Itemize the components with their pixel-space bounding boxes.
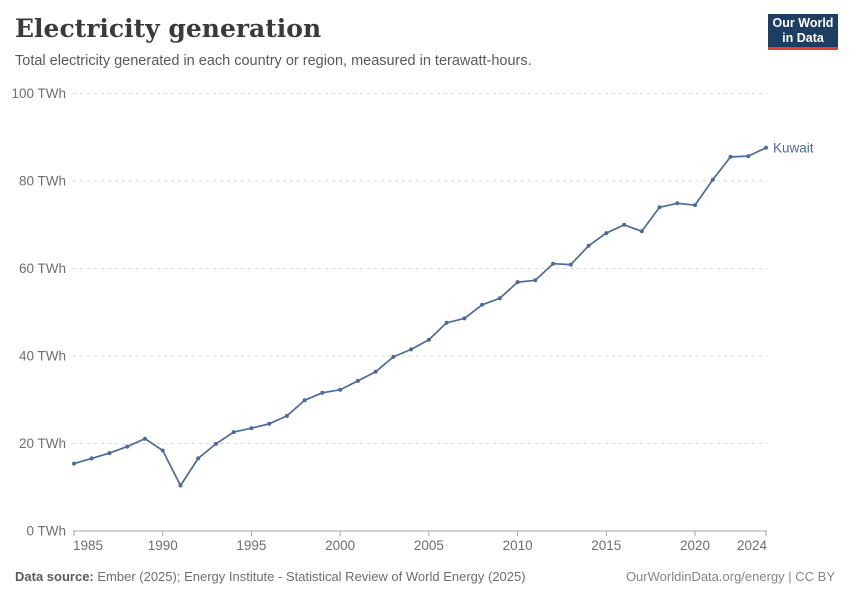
data-point-kuwait-1990[interactable] bbox=[160, 448, 165, 453]
data-point-kuwait-1994[interactable] bbox=[231, 430, 236, 435]
data-point-kuwait-2023[interactable] bbox=[746, 154, 751, 159]
data-point-kuwait-1993[interactable] bbox=[213, 441, 218, 446]
x-tick-label-1985: 1985 bbox=[73, 538, 103, 553]
x-tick-label-1990: 1990 bbox=[148, 538, 178, 553]
page-title: Electricity generation bbox=[15, 14, 322, 43]
x-tick-label-2024: 2024 bbox=[737, 538, 768, 553]
data-point-kuwait-1999[interactable] bbox=[320, 390, 325, 395]
owid-link[interactable]: OurWorldinData.org/energy | CC BY bbox=[625, 569, 835, 584]
data-point-kuwait-1987[interactable] bbox=[107, 451, 112, 456]
y-tick-label-100: 100 TWh bbox=[11, 86, 66, 101]
x-tick-label-2005: 2005 bbox=[414, 538, 444, 553]
data-point-kuwait-2008[interactable] bbox=[480, 302, 485, 307]
data-point-kuwait-2016[interactable] bbox=[622, 222, 627, 227]
series-label-kuwait[interactable]: Kuwait bbox=[773, 140, 814, 155]
x-tick-label-2000: 2000 bbox=[325, 538, 355, 553]
y-tick-label-80: 80 TWh bbox=[19, 174, 66, 189]
data-point-kuwait-2002[interactable] bbox=[373, 369, 378, 374]
data-point-kuwait-2004[interactable] bbox=[409, 347, 414, 352]
data-point-kuwait-2001[interactable] bbox=[355, 378, 360, 383]
data-point-kuwait-2012[interactable] bbox=[551, 261, 556, 266]
data-point-kuwait-2024[interactable] bbox=[764, 145, 768, 150]
data-point-kuwait-1995[interactable] bbox=[249, 426, 254, 431]
data-point-kuwait-1997[interactable] bbox=[284, 413, 289, 418]
y-tick-label-0: 0 TWh bbox=[26, 524, 66, 539]
data-point-kuwait-1998[interactable] bbox=[302, 398, 307, 403]
data-point-kuwait-2018[interactable] bbox=[657, 205, 662, 210]
x-tick-label-2015: 2015 bbox=[591, 538, 621, 553]
y-tick-label-40: 40 TWh bbox=[19, 349, 66, 364]
data-point-kuwait-2022[interactable] bbox=[728, 154, 733, 159]
owid-logo-line2: in Data bbox=[782, 31, 824, 45]
data-point-kuwait-1989[interactable] bbox=[143, 436, 147, 441]
data-point-kuwait-2017[interactable] bbox=[639, 229, 644, 234]
chart-subtitle: Total electricity generated in each coun… bbox=[15, 53, 532, 69]
data-point-kuwait-2006[interactable] bbox=[444, 320, 449, 325]
data-point-kuwait-1985[interactable] bbox=[72, 461, 76, 466]
data-point-kuwait-2007[interactable] bbox=[462, 316, 467, 321]
data-point-kuwait-2011[interactable] bbox=[533, 278, 538, 283]
owid-logo[interactable]: Our World in Data bbox=[768, 14, 838, 50]
data-source-value: Ember (2025); Energy Institute - Statist… bbox=[93, 569, 526, 584]
data-point-kuwait-2010[interactable] bbox=[515, 280, 520, 285]
data-point-kuwait-2009[interactable] bbox=[497, 296, 502, 301]
data-point-kuwait-1996[interactable] bbox=[267, 421, 272, 426]
data-point-kuwait-2014[interactable] bbox=[586, 243, 591, 248]
x-tick-label-2020: 2020 bbox=[680, 538, 710, 553]
data-point-kuwait-2005[interactable] bbox=[426, 337, 431, 342]
data-point-kuwait-2015[interactable] bbox=[604, 231, 609, 236]
x-tick-label-1995: 1995 bbox=[236, 538, 266, 553]
data-source-label: Data source: bbox=[15, 569, 94, 584]
data-point-kuwait-2003[interactable] bbox=[391, 354, 396, 359]
data-point-kuwait-2013[interactable] bbox=[568, 262, 573, 267]
data-point-kuwait-2020[interactable] bbox=[693, 203, 697, 208]
owid-logo-line1: Our World bbox=[772, 16, 834, 30]
data-point-kuwait-1992[interactable] bbox=[196, 456, 201, 461]
data-point-kuwait-2021[interactable] bbox=[710, 177, 715, 182]
data-point-kuwait-1991[interactable] bbox=[178, 483, 183, 488]
data-point-kuwait-2000[interactable] bbox=[338, 387, 343, 392]
data-source-note: Data source: Ember (2025); Energy Instit… bbox=[15, 569, 526, 584]
data-point-kuwait-1988[interactable] bbox=[125, 444, 130, 449]
x-tick-label-2010: 2010 bbox=[503, 538, 533, 553]
data-point-kuwait-1986[interactable] bbox=[89, 456, 94, 461]
y-tick-label-60: 60 TWh bbox=[19, 261, 66, 276]
y-tick-label-20: 20 TWh bbox=[19, 436, 66, 451]
data-point-kuwait-2019[interactable] bbox=[675, 201, 680, 206]
series-line-kuwait[interactable] bbox=[73, 146, 767, 487]
